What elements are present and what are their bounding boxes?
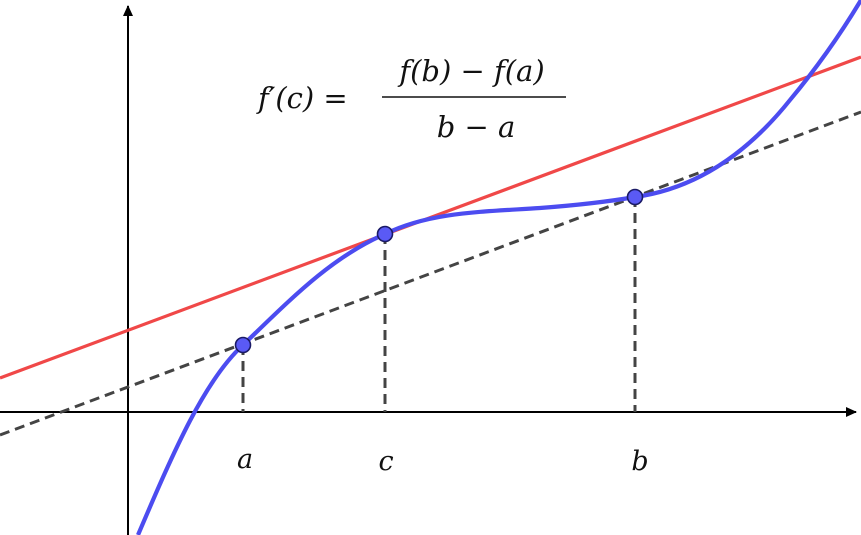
label-c: c [378, 446, 393, 477]
formula-denominator: b − a [437, 110, 516, 144]
label-b: b [631, 446, 648, 477]
point-c [376, 225, 394, 243]
formula-lhs: f′(c) = [256, 81, 348, 115]
label-a: a [237, 444, 253, 475]
mean-value-formula: f′(c) = f(b) − f(a) b − a [256, 54, 566, 144]
formula-numerator: f(b) − f(a) [397, 54, 544, 88]
secant-line [0, 110, 861, 437]
function-curve [136, 0, 861, 535]
point-b [626, 188, 644, 206]
point-a [234, 336, 252, 354]
